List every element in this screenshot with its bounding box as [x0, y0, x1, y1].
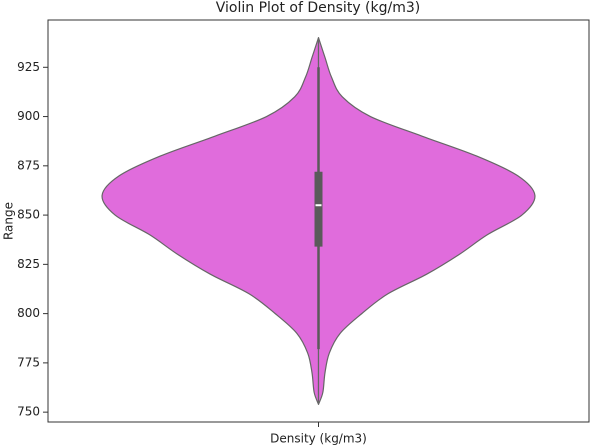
- violin-half: [317, 37, 536, 405]
- x-tick-label: Density (kg/m3): [270, 432, 367, 446]
- plot-frame: [47, 19, 590, 423]
- y-tick-label: 800: [17, 306, 40, 320]
- y-tick-label: 850: [17, 208, 40, 222]
- y-tick-label: 750: [17, 405, 40, 419]
- y-tick-label: 900: [17, 109, 40, 123]
- chart-title: Violin Plot of Density (kg/m3): [216, 0, 420, 16]
- y-tick-label: 925: [17, 60, 40, 74]
- y-axis-label: Range: [2, 202, 16, 240]
- box: [314, 171, 323, 247]
- y-tick-label: 825: [17, 257, 40, 271]
- y-tick-label: 875: [17, 158, 40, 172]
- violin-half: [101, 37, 320, 405]
- y-tick-label: 775: [17, 355, 40, 369]
